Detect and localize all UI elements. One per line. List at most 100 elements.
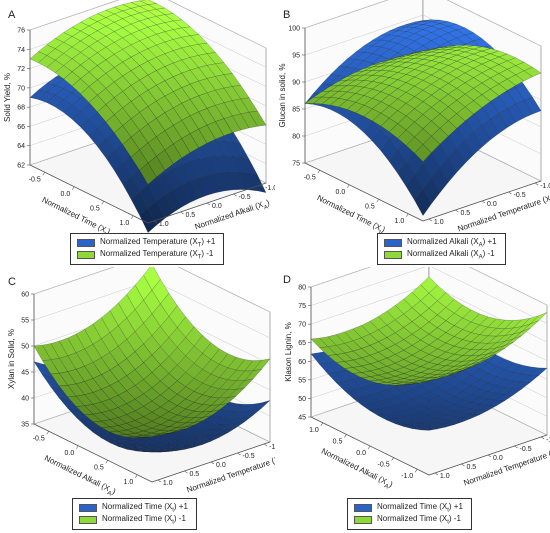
z-tick-label: 60 [21,292,29,299]
y-tick [180,211,184,215]
z-tick-label: 40 [21,396,29,403]
z-axis-title: Xylan in Solid, % [7,329,16,389]
legend-label: Normalized Time (Xt) -1 [102,514,186,526]
y-tick-label: 0.0 [493,455,503,462]
z-tick-label: 62 [17,163,25,170]
y-tick [434,472,439,476]
surface-cell [139,162,157,185]
y-tick-label: 1.0 [440,473,450,480]
y-tick-label: 0.5 [466,464,476,471]
x-tick [317,170,320,174]
surface-cell [139,207,157,233]
legend-swatch [79,516,97,524]
y-tick [263,443,268,447]
surface-cell [420,428,438,431]
y-tick-label: 1.0 [159,221,169,228]
panel-letter: A [8,9,16,21]
x-axis-title: Normalized Time (Xt) [314,193,387,237]
legend-d: Normalized Time (Xt) +1 Normalized Time (… [347,498,472,530]
legend-swatch [384,251,402,259]
z-tick-label: 70 [17,85,25,92]
y-tick [534,182,539,186]
z-tick-label: 100 [288,26,300,33]
z-axis-title: Glucan in solid, % [278,63,287,127]
z-tick-label: 80 [292,134,300,141]
legend-label: Normalized Alkali (XA) +1 [407,237,497,249]
legend-label: Normalized Time (Xt) +1 [102,502,188,514]
y-tick-label: -0.5 [243,453,255,460]
x-tick-label: 1.0 [120,220,130,227]
x-tick [105,460,108,464]
y-tick-label: 0.5 [185,212,195,219]
y-tick-label: -1.0 [540,183,550,190]
panel-c: 35 40 45 50 55 60 -0.5 0.0 0.5 1.0 -1.0 -0.5 0.0 0.5 1… [0,267,275,533]
z-gridline [33,267,271,313]
surface-cell [414,144,432,162]
z-tick-label: 45 [298,415,306,422]
x-tick [135,474,138,478]
legend-b: Normalized Alkali (XA) +1 Normalized Alka… [377,233,506,265]
panel-a: 62 64 66 68 70 72 74 76 -0.5 0.0 0.5 1.0 -1.0 -0.5 0.0… [0,0,275,266]
y-tick-label: 0.0 [487,201,497,208]
x-tick-label: -0.5 [29,176,41,183]
x-tick-label: 1.0 [124,479,134,486]
x-tick [42,172,45,176]
x-tick-label: -1.0 [401,473,413,480]
y-tick-label: 1.0 [434,219,444,226]
x-tick [46,431,49,435]
legend-swatch [354,516,372,524]
x-tick [406,213,409,217]
legend-item: Normalized Time (Xt) -1 [354,514,463,526]
legend-swatch [384,239,402,247]
y-tick [540,436,545,440]
legend-swatch [79,504,97,512]
y-tick [514,445,518,449]
surface-plot-b: 75 80 85 90 95 100 -0.5 0.0 0.5 1.0 -1.0 -0.5 0.0 0.5… [278,0,550,237]
y-tick [210,461,215,465]
x-tick [414,469,418,473]
z-gridline [310,267,548,306]
x-tick [76,445,79,449]
surface-plot-a: 62 64 66 68 70 72 74 76 -0.5 0.0 0.5 1.0 -1.0 -0.5 0.0… [3,0,275,238]
x-tick [344,434,347,438]
legend-item: Normalized Temperature (XT) -1 [77,249,215,261]
z-tick-label: 50 [298,396,306,403]
x-tick [367,445,371,450]
panel-b: 75 80 85 90 95 100 -0.5 0.0 0.5 1.0 -1.0 -0.5 0.0 0.5… [275,0,550,266]
legend-label: Normalized Temperature (XT) -1 [100,249,214,261]
surface-cell [143,450,161,453]
y-tick-label: 0.5 [189,471,199,478]
x-tick-label: -0.5 [33,435,45,442]
z-tick-label: 55 [21,318,29,325]
panel-letter: B [283,9,290,21]
z-tick-label: 65 [298,340,306,347]
surface-cell [420,377,438,382]
z-tick-label: 45 [21,370,29,377]
x-tick-label: 1.0 [309,427,319,434]
legend-swatch [77,239,95,247]
legend-item: Normalized Alkali (XA) +1 [384,237,497,249]
surface-series-2 [304,44,542,162]
z-tick-label: 95 [292,53,300,60]
x-tick-label: -0.5 [378,462,390,469]
x-tick-label: 1.0 [395,218,405,225]
z-tick-label: 66 [17,124,25,131]
panel-letter: D [283,274,291,286]
y-tick-label: 0.0 [216,462,226,469]
x-tick [347,184,350,188]
z-tick-label: 75 [298,303,306,310]
legend-label: Normalized Alkali (XA) -1 [407,249,495,261]
z-tick-label: 35 [21,422,29,429]
z-tick-label: 50 [21,344,29,351]
x-tick [101,201,104,205]
panel-letter: C [8,276,16,288]
z-tick-label: 64 [17,143,25,150]
y-tick [487,454,492,458]
y-tick [233,193,237,197]
z-tick-label: 74 [17,47,25,54]
z-tick-label: 80 [298,285,306,292]
y-tick [455,209,459,213]
x-tick-label: 0.5 [333,438,343,445]
y-tick [206,202,211,206]
x-tick-label: -0.5 [304,174,316,181]
